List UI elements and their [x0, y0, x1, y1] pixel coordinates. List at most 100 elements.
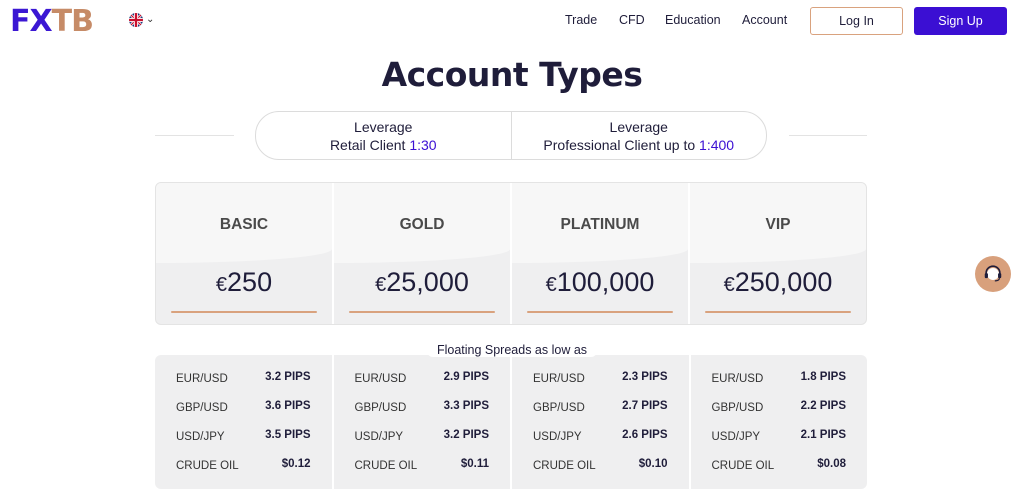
- spread-value: 1.8 PIPS: [800, 371, 846, 383]
- divider-left: [155, 135, 234, 136]
- support-chat-button[interactable]: [975, 256, 1011, 292]
- spreads-table: EUR/USD 3.2 PIPS GBP/USD 3.6 PIPS USD/JPY 3…: [155, 355, 867, 489]
- spread-value: 3.6 PIPS: [265, 400, 311, 412]
- instrument-name: EUR/USD: [533, 373, 585, 385]
- spread-row: CRUDE OIL $0.08: [691, 458, 868, 487]
- currency-symbol: €: [375, 274, 387, 296]
- fxtb-logo[interactable]: FXTB: [10, 4, 94, 39]
- spreads-column-gold: EUR/USD 2.9 PIPS GBP/USD 3.3 PIPS USD/JPY 3…: [331, 355, 511, 489]
- currency-symbol: €: [215, 274, 228, 296]
- account-tiers: BASIC €250 GOLD €25,000 PLATINUM €100,00…: [155, 182, 867, 325]
- instrument-name: EUR/USD: [711, 373, 764, 385]
- spread-row: GBP/USD 2.7 PIPS: [512, 400, 689, 429]
- tier-price: €250: [156, 267, 332, 298]
- site-header: FXTB ⌄ Trade CFD Education Account Log I…: [0, 0, 1024, 42]
- divider-right: [789, 135, 867, 136]
- page-title: Account Types: [381, 55, 643, 94]
- tier-amount: 100,000: [556, 267, 655, 297]
- tier-platinum[interactable]: PLATINUM €100,000: [510, 183, 688, 324]
- tier-price: €250,000: [690, 267, 866, 298]
- spread-value: 2.1 PIPS: [800, 429, 846, 441]
- logo-fx: FX: [10, 4, 53, 39]
- tier-basic[interactable]: BASIC €250: [156, 183, 332, 324]
- spreads-column-platinum: EUR/USD 2.3 PIPS GBP/USD 2.7 PIPS USD/JPY 2…: [510, 355, 689, 489]
- spreads-label-text: Floating Spreads as low as: [426, 343, 598, 357]
- spread-value: 2.7 PIPS: [622, 400, 668, 412]
- tier-underline: [171, 311, 317, 313]
- currency-symbol: €: [545, 274, 557, 296]
- spread-value: 3.2 PIPS: [443, 429, 489, 441]
- spreads-column-basic: EUR/USD 3.2 PIPS GBP/USD 3.6 PIPS USD/JPY 3…: [155, 355, 332, 489]
- headset-icon: [984, 265, 1002, 282]
- tier-underline: [705, 311, 851, 313]
- tier-header-bg: [512, 183, 688, 263]
- nav-cfd[interactable]: CFD: [619, 13, 645, 27]
- instrument-name: EUR/USD: [176, 373, 228, 385]
- tier-underline: [527, 311, 673, 313]
- nav-account[interactable]: Account: [742, 13, 788, 27]
- leverage-retail[interactable]: Leverage Retail Client 1:30: [256, 112, 511, 159]
- spread-row: USD/JPY 2.6 PIPS: [512, 429, 689, 458]
- chevron-down-icon: ⌄: [146, 14, 155, 25]
- instrument-name: USD/JPY: [176, 431, 225, 443]
- spread-value: 3.3 PIPS: [443, 400, 489, 412]
- language-selector[interactable]: ⌄: [129, 13, 154, 27]
- spread-row: USD/JPY 3.5 PIPS: [155, 429, 332, 458]
- tier-underline: [349, 311, 495, 313]
- instrument-name: CRUDE OIL: [533, 460, 596, 472]
- instrument-name: EUR/USD: [354, 373, 407, 385]
- spread-value: 2.6 PIPS: [622, 429, 668, 441]
- spread-row: CRUDE OIL $0.11: [334, 458, 511, 487]
- tier-amount: 250,000: [734, 267, 833, 297]
- spread-row: GBP/USD 3.6 PIPS: [155, 400, 332, 429]
- leverage-value: 1:400: [699, 136, 735, 153]
- instrument-name: GBP/USD: [176, 402, 228, 414]
- spread-row: EUR/USD 2.9 PIPS: [334, 371, 511, 400]
- logo-tb: TB: [51, 4, 94, 39]
- spreads-label: Floating Spreads as low as: [0, 343, 1024, 357]
- instrument-name: GBP/USD: [533, 402, 585, 414]
- spread-row: CRUDE OIL $0.10: [512, 458, 689, 487]
- tier-price: €25,000: [334, 267, 510, 298]
- spread-value: 2.3 PIPS: [622, 371, 668, 383]
- instrument-name: GBP/USD: [711, 402, 764, 414]
- signup-button[interactable]: Sign Up: [914, 7, 1007, 35]
- tier-name: PLATINUM: [560, 216, 640, 233]
- spread-value: $0.10: [638, 458, 668, 470]
- tier-vip[interactable]: VIP €250,000: [688, 183, 866, 324]
- login-button[interactable]: Log In: [810, 7, 903, 35]
- spread-row: GBP/USD 3.3 PIPS: [334, 400, 511, 429]
- instrument-name: USD/JPY: [354, 431, 404, 443]
- nav-trade[interactable]: Trade: [565, 13, 598, 27]
- spread-row: USD/JPY 3.2 PIPS: [334, 429, 511, 458]
- tier-amount: 25,000: [386, 267, 469, 297]
- uk-flag-icon: [129, 13, 143, 27]
- tier-name: GOLD: [399, 216, 445, 233]
- leverage-detail: Retail Client 1:30: [329, 136, 437, 153]
- leverage-professional[interactable]: Leverage Professional Client up to 1:400: [510, 112, 767, 159]
- leverage-value: 1:30: [409, 136, 437, 153]
- spread-row: EUR/USD 3.2 PIPS: [155, 371, 332, 400]
- instrument-name: USD/JPY: [533, 431, 582, 443]
- spread-value: 3.5 PIPS: [265, 429, 311, 441]
- spread-value: $0.11: [460, 458, 489, 470]
- tier-gold[interactable]: GOLD €25,000: [332, 183, 510, 324]
- spread-row: CRUDE OIL $0.12: [155, 458, 332, 487]
- spread-value: $0.08: [817, 458, 846, 470]
- tier-name: VIP: [765, 216, 791, 233]
- tier-name: BASIC: [219, 216, 269, 233]
- spread-value: 3.2 PIPS: [265, 371, 311, 383]
- spread-row: USD/JPY 2.1 PIPS: [691, 429, 868, 458]
- leverage-heading: Leverage: [354, 118, 413, 135]
- spread-row: EUR/USD 1.8 PIPS: [691, 371, 868, 400]
- instrument-name: USD/JPY: [711, 431, 761, 443]
- instrument-name: GBP/USD: [354, 402, 407, 414]
- spread-value: $0.12: [281, 458, 311, 470]
- nav-education[interactable]: Education: [665, 13, 721, 27]
- instrument-name: CRUDE OIL: [711, 460, 775, 472]
- tier-header-bg: [334, 183, 510, 263]
- instrument-name: CRUDE OIL: [176, 460, 239, 472]
- spread-row: GBP/USD 2.2 PIPS: [691, 400, 868, 429]
- tier-header-bg: [156, 183, 332, 263]
- currency-symbol: €: [723, 274, 735, 296]
